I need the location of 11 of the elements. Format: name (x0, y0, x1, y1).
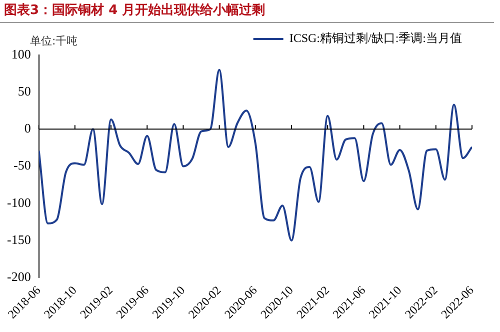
line-series (38, 68, 472, 242)
legend-label: ICSG:精铜过剩/缺口:季调:当月值 (289, 31, 462, 46)
y-tick-label: -50 (13, 158, 31, 173)
y-tick-label: -200 (6, 268, 31, 284)
y-tick-label: 100 (11, 46, 31, 62)
y-tick-label: -100 (6, 194, 31, 210)
y-axis-title: 单位:千吨 (30, 34, 78, 48)
chart-title: 图表3：国际铜材 4 月开始出现供给小幅过剩 (0, 0, 494, 23)
y-tick-label: 50 (18, 84, 31, 99)
y-tick-label: 0 (24, 120, 31, 136)
y-tick-label: -150 (6, 232, 31, 247)
